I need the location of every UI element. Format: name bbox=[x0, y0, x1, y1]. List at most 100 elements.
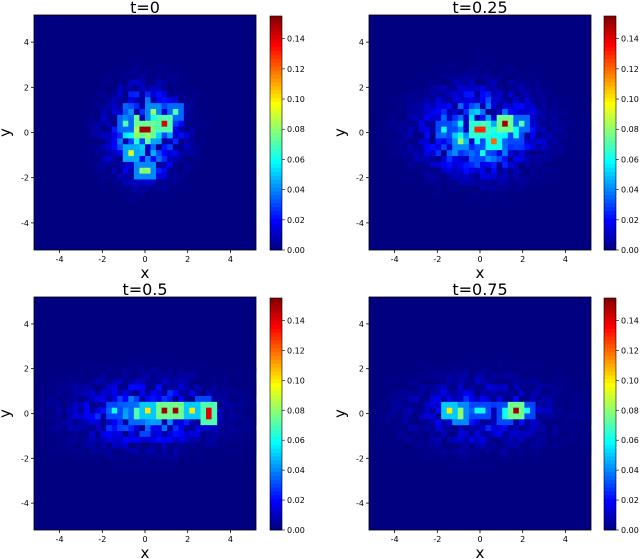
colorbar-segment bbox=[270, 246, 282, 251]
heatmap-cell bbox=[95, 197, 101, 204]
heatmap-cell bbox=[552, 390, 558, 397]
heatmap-cell bbox=[546, 448, 553, 455]
heatmap-cell bbox=[396, 407, 403, 414]
heatmap-cell bbox=[89, 150, 96, 157]
heatmap-cell bbox=[524, 396, 531, 403]
heatmap-cell bbox=[244, 436, 251, 443]
heatmap-cell bbox=[178, 79, 185, 86]
heatmap-cell bbox=[535, 91, 542, 98]
heatmap-cell bbox=[457, 167, 464, 174]
colorbar-segment bbox=[270, 367, 282, 372]
heatmap-cell bbox=[552, 448, 558, 455]
heatmap-cell bbox=[435, 67, 442, 75]
heatmap-cell bbox=[228, 401, 235, 408]
heatmap-cell bbox=[100, 173, 107, 180]
heatmap-cell bbox=[200, 366, 207, 374]
heatmap-cell bbox=[95, 120, 101, 127]
heatmap-cell bbox=[167, 85, 174, 92]
heatmap-cell bbox=[535, 378, 542, 385]
heatmap-cell bbox=[156, 471, 162, 478]
colorbar-segment bbox=[270, 125, 282, 130]
heatmap-cell bbox=[161, 185, 168, 192]
heatmap-cell bbox=[418, 109, 425, 116]
heatmap-cell bbox=[117, 103, 124, 110]
heatmap-cell bbox=[463, 50, 470, 57]
heatmap-cell bbox=[150, 167, 157, 174]
heatmap-cell bbox=[585, 442, 592, 449]
heatmap-cell bbox=[457, 44, 464, 51]
colorbar-segment bbox=[604, 140, 616, 146]
heatmap-cell bbox=[585, 430, 592, 438]
heatmap-cell bbox=[418, 144, 425, 151]
heatmap-cell bbox=[452, 73, 459, 80]
heatmap-cell bbox=[452, 173, 459, 180]
heatmap-cell bbox=[83, 419, 90, 426]
heatmap-cell bbox=[507, 85, 514, 92]
heatmap-cell bbox=[435, 120, 442, 127]
heatmap-cell bbox=[468, 138, 475, 145]
heatmap-cell bbox=[385, 384, 392, 391]
heatmap-cell bbox=[541, 454, 547, 461]
heatmap-cell bbox=[568, 114, 575, 122]
heatmap-cell bbox=[172, 203, 179, 210]
heatmap-cell bbox=[485, 67, 492, 75]
heatmap-cell bbox=[72, 430, 79, 438]
heatmap-cell bbox=[150, 430, 157, 438]
heatmap-cell bbox=[206, 138, 212, 145]
heatmap-cell bbox=[396, 167, 403, 174]
heatmap-cell bbox=[167, 355, 174, 362]
heatmap-cell bbox=[189, 79, 196, 86]
heatmap-cell bbox=[563, 120, 570, 127]
heatmap-cell bbox=[178, 73, 185, 80]
heatmap-cell bbox=[452, 156, 459, 163]
heatmap-cell bbox=[111, 465, 118, 473]
heatmap-cell bbox=[441, 407, 447, 414]
heatmap-cell bbox=[535, 185, 542, 192]
heatmap-cell bbox=[396, 430, 403, 438]
heatmap-cell bbox=[67, 132, 74, 139]
heatmap-cell bbox=[546, 126, 553, 133]
heatmap-cell bbox=[463, 396, 470, 403]
heatmap-cell bbox=[200, 167, 207, 174]
heatmap-cell bbox=[380, 401, 386, 408]
heatmap-cell bbox=[502, 67, 509, 75]
heatmap-cell bbox=[172, 85, 179, 92]
heatmap-cell bbox=[474, 366, 481, 374]
heatmap-cell bbox=[194, 460, 201, 467]
heatmap-cell bbox=[250, 366, 257, 374]
heatmap-cell bbox=[178, 91, 185, 98]
heatmap-cell bbox=[100, 79, 107, 86]
heatmap-cell bbox=[167, 185, 174, 192]
heatmap-cell bbox=[167, 173, 174, 180]
heatmap-cell bbox=[244, 384, 251, 391]
heatmap-cell bbox=[485, 73, 492, 80]
heatmap-cell bbox=[568, 144, 575, 151]
colorbar-segment bbox=[270, 187, 282, 192]
heatmap-cell bbox=[568, 79, 575, 86]
heatmap-cell bbox=[369, 413, 375, 420]
heatmap-cell bbox=[452, 430, 459, 438]
heatmap-cell bbox=[457, 454, 464, 461]
heatmap-cell bbox=[424, 454, 431, 461]
heatmap-cell bbox=[391, 132, 398, 139]
heatmap-cell bbox=[117, 396, 124, 403]
heatmap-cell bbox=[541, 85, 547, 92]
heatmap-cell bbox=[502, 103, 509, 110]
heatmap-cell bbox=[178, 396, 185, 403]
heatmap-cell bbox=[178, 67, 185, 75]
heatmap-cell bbox=[380, 425, 386, 432]
heatmap-cell bbox=[513, 396, 520, 403]
heatmap-cell bbox=[111, 460, 118, 467]
heatmap-cell bbox=[117, 132, 124, 139]
heatmap-cell bbox=[139, 173, 146, 180]
heatmap-cell bbox=[418, 390, 425, 397]
colorbar-segment bbox=[270, 321, 282, 326]
colorbar-segment bbox=[604, 479, 616, 484]
heatmap-cell bbox=[541, 156, 547, 163]
heatmap-cell bbox=[161, 91, 168, 98]
heatmap-cell bbox=[89, 103, 96, 110]
heatmap-cell bbox=[524, 436, 531, 443]
heatmap-cell bbox=[418, 366, 425, 374]
heatmap-cell bbox=[446, 191, 453, 198]
heatmap-cell bbox=[452, 203, 459, 210]
